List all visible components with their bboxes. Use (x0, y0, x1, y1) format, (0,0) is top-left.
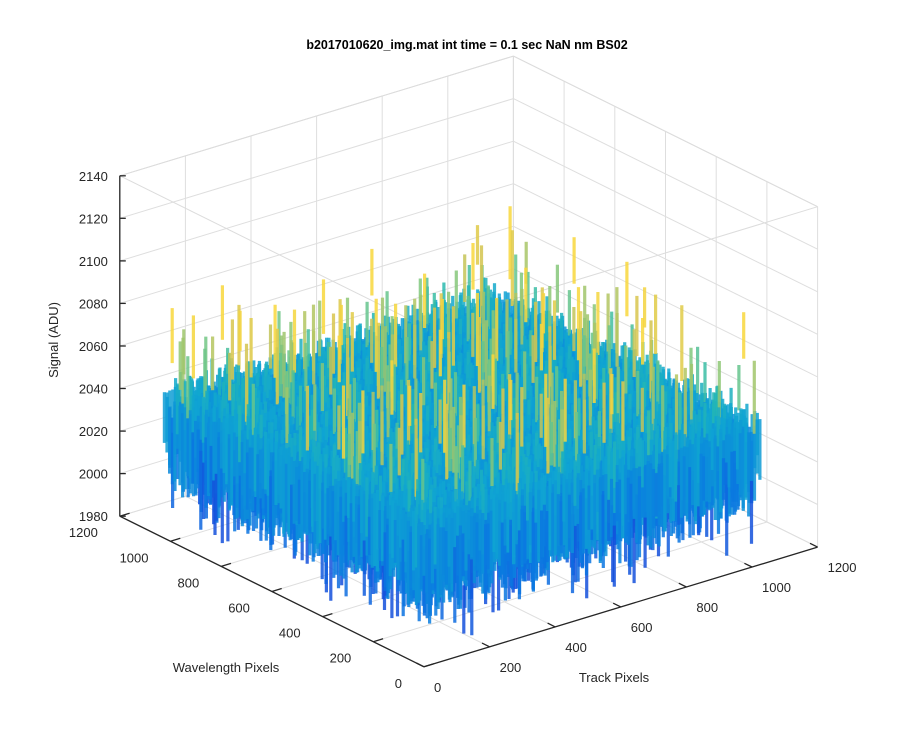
wall-grid-line (119, 183, 514, 304)
wall-grid-line (513, 140, 818, 293)
wall-grid-line (119, 98, 514, 219)
box-edge (513, 55, 818, 208)
wall-grid-line (119, 225, 514, 347)
box-edge (119, 175, 425, 327)
box-edge (119, 55, 514, 177)
floor-grid-line (373, 521, 768, 643)
surface-layer (162, 206, 762, 636)
wall-grid-line (513, 225, 818, 378)
chart-title: b2017010620_img.mat int time = 0.1 sec N… (306, 38, 627, 52)
wall-grid-line (513, 183, 818, 335)
wall-grid-line (119, 268, 514, 389)
wall-grid-line (513, 268, 818, 420)
wall-grid-line (513, 98, 818, 250)
wall-grid-line (119, 140, 514, 262)
